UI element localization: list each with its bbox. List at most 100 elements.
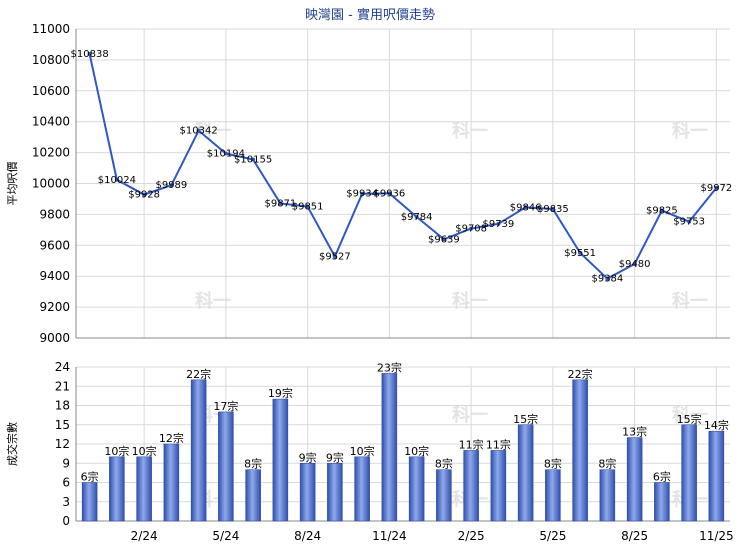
y-tick-label: 9400 xyxy=(39,269,70,283)
price-data-label: $9972 xyxy=(700,183,732,194)
bar-data-label: 19宗 xyxy=(268,386,293,400)
price-point xyxy=(196,128,201,133)
transaction-bar xyxy=(327,463,343,522)
price-point xyxy=(550,206,555,211)
transaction-bar xyxy=(436,469,452,522)
price-data-label: $9551 xyxy=(564,248,596,259)
watermark-text: 科一 xyxy=(672,120,708,142)
y-tick-label: 21 xyxy=(55,379,70,393)
bar-data-label: 10宗 xyxy=(132,444,157,458)
price-data-label: $9928 xyxy=(128,190,160,201)
bar-data-label: 8宗 xyxy=(598,457,616,471)
transaction-bar xyxy=(299,463,316,522)
x-tick-label: 11/24 xyxy=(372,529,407,543)
price-data-label: $9480 xyxy=(619,259,651,270)
price-point xyxy=(659,208,664,213)
bar-data-label: 8宗 xyxy=(244,457,262,471)
bar-data-label: 11宗 xyxy=(486,437,511,451)
price-data-label: $10024 xyxy=(98,175,136,186)
transaction-bar xyxy=(272,398,289,522)
x-tick-label: 2/25 xyxy=(458,529,485,543)
transaction-bar xyxy=(654,482,670,522)
price-data-label: $9936 xyxy=(373,188,405,199)
bar-data-label: 10宗 xyxy=(350,444,375,458)
y-tick-label: 10000 xyxy=(32,177,70,191)
price-data-label: $9851 xyxy=(292,202,324,213)
price-data-label: $9989 xyxy=(155,180,187,191)
bar-data-label: 22宗 xyxy=(568,367,593,381)
price-data-label: $9835 xyxy=(537,204,569,215)
transaction-bar xyxy=(517,424,534,522)
price-data-label: $9708 xyxy=(455,224,487,235)
price-data-label: $10194 xyxy=(207,149,245,160)
bar-data-label: 9宗 xyxy=(299,450,317,464)
bar-data-label: 6宗 xyxy=(81,470,99,484)
price-data-label: $10342 xyxy=(180,126,218,137)
y-axis-label: 平均呎價 xyxy=(5,162,19,206)
y-tick-label: 18 xyxy=(55,399,70,413)
price-data-label: $9527 xyxy=(319,252,351,263)
transaction-bar xyxy=(381,373,398,522)
transaction-bar xyxy=(218,411,234,522)
x-tick-label: 2/24 xyxy=(131,529,158,543)
bar-data-label: 13宗 xyxy=(622,425,647,439)
price-data-label: $9639 xyxy=(428,234,460,245)
transaction-bar xyxy=(599,469,616,522)
x-tick-label: 5/24 xyxy=(212,529,239,543)
y-tick-label: 10600 xyxy=(32,84,70,98)
transaction-bar xyxy=(136,456,152,522)
bar-data-label: 15宗 xyxy=(677,412,702,426)
price-data-label: $9871 xyxy=(264,198,296,209)
bar-data-label: 8宗 xyxy=(544,457,562,471)
transaction-bar xyxy=(408,456,425,522)
price-point xyxy=(496,221,501,226)
bar-data-label: 9宗 xyxy=(326,450,344,464)
price-point xyxy=(87,52,92,57)
bar-data-label: 10宗 xyxy=(104,444,129,458)
price-point xyxy=(414,214,419,219)
price-data-label: $9934 xyxy=(346,189,378,200)
transaction-bar xyxy=(163,443,180,522)
price-data-label: $9384 xyxy=(591,274,623,285)
y-tick-label: 6 xyxy=(62,476,70,490)
transaction-bar xyxy=(81,482,98,522)
price-point xyxy=(142,192,147,197)
x-tick-label: 11/25 xyxy=(699,529,734,543)
y-tick-label: 10400 xyxy=(32,115,70,129)
bar-data-label: 15宗 xyxy=(513,412,538,426)
x-tick-label: 8/25 xyxy=(621,529,648,543)
price-point xyxy=(332,254,337,259)
price-data-label: $9784 xyxy=(401,212,433,223)
price-data-label: $10155 xyxy=(234,155,272,166)
bar-data-label: 17宗 xyxy=(213,399,238,413)
price-point xyxy=(632,261,637,266)
bar-data-label: 12宗 xyxy=(159,431,184,445)
watermark-text: 科一 xyxy=(195,120,231,142)
price-point xyxy=(578,250,583,255)
price-point xyxy=(251,157,256,162)
transaction-bar xyxy=(245,469,261,522)
price-point xyxy=(714,185,719,190)
transaction-bar xyxy=(681,424,697,522)
price-line xyxy=(88,53,718,280)
price-data-label: $9739 xyxy=(482,219,514,230)
y-tick-label: 11000 xyxy=(32,22,70,36)
bar-data-label: 14宗 xyxy=(704,418,729,432)
price-point xyxy=(469,226,474,231)
price-point xyxy=(223,151,228,156)
transaction-bar xyxy=(354,456,370,522)
y-tick-label: 15 xyxy=(55,418,70,432)
transaction-bar xyxy=(626,437,643,522)
y-tick-label: 9800 xyxy=(39,207,70,221)
x-tick-label: 5/25 xyxy=(539,529,566,543)
bar-data-label: 22宗 xyxy=(186,367,211,381)
watermark-text: 科一 xyxy=(672,404,708,426)
transaction-bar xyxy=(109,456,125,522)
chart-title: 映灣園 - 實用呎價走勢 xyxy=(305,7,435,23)
transaction-bar xyxy=(572,379,588,522)
price-point xyxy=(169,183,174,188)
bar-data-label: 11宗 xyxy=(459,437,484,451)
bar-data-label: 8宗 xyxy=(435,457,453,471)
